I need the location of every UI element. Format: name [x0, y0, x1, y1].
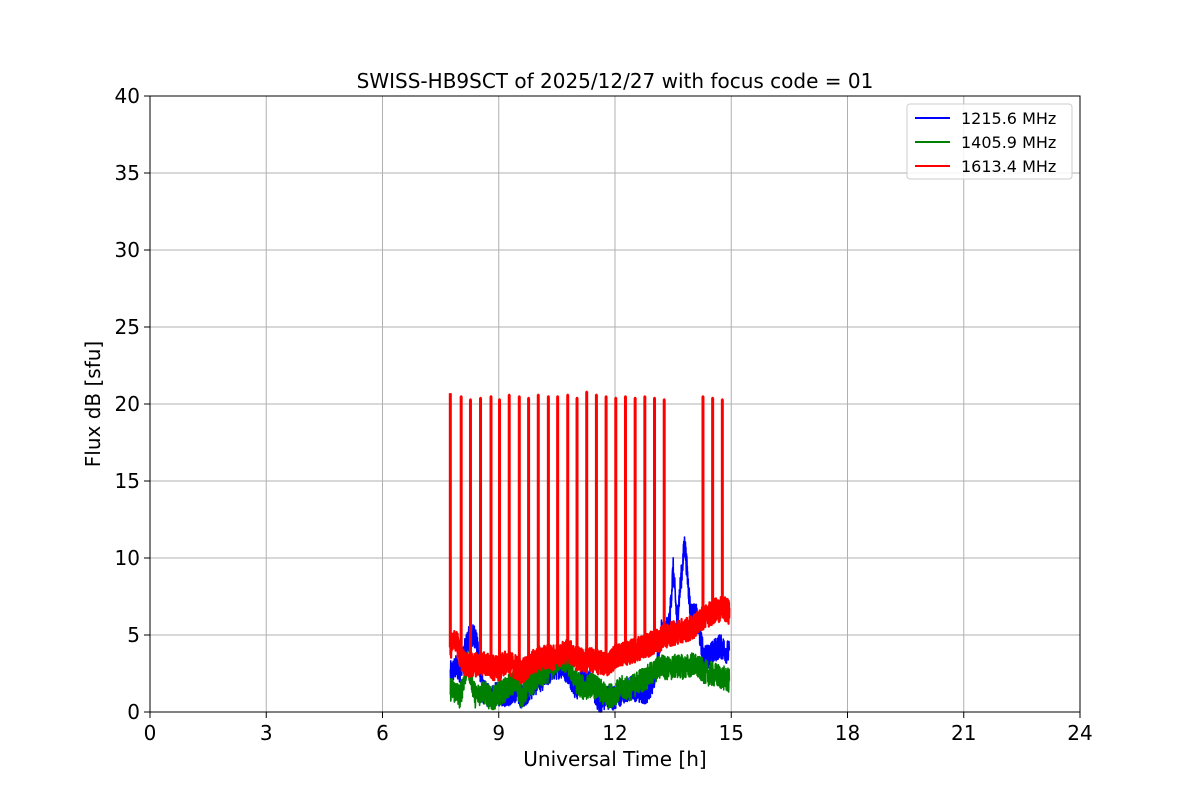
y-tick-label: 20 — [115, 392, 140, 416]
y-tick-label: 0 — [127, 700, 140, 724]
y-tick-label: 25 — [115, 315, 140, 339]
y-tick-label: 5 — [127, 623, 140, 647]
legend-label: 1215.6 MHz — [961, 109, 1056, 128]
y-axis-label: Flux dB [sfu] — [81, 341, 105, 467]
y-tick-label: 30 — [115, 238, 140, 262]
legend-box — [906, 103, 1073, 180]
x-tick-label: 3 — [260, 721, 273, 745]
x-tick-label: 15 — [719, 721, 744, 745]
x-tick-label: 12 — [602, 721, 627, 745]
x-tick-label: 0 — [144, 721, 157, 745]
legend: 1215.6 MHz 1405.9 MHz 1613.4 MHz — [906, 103, 1073, 180]
x-tick-label: 9 — [492, 721, 505, 745]
series-layer — [448, 390, 731, 713]
x-axis-label: Universal Time [h] — [523, 747, 706, 771]
x-tick-label: 18 — [835, 721, 860, 745]
y-tick-label: 15 — [115, 469, 140, 493]
y-tick-label: 40 — [115, 84, 140, 108]
x-tick-label: 6 — [376, 721, 389, 745]
y-tick-label: 35 — [115, 161, 140, 185]
y-tick-label: 10 — [115, 546, 140, 570]
x-tick-label: 24 — [1067, 721, 1092, 745]
legend-label: 1405.9 MHz — [961, 133, 1056, 152]
legend-label: 1613.4 MHz — [961, 157, 1056, 176]
x-tick-label: 21 — [951, 721, 976, 745]
axis-ticks: 0 3 6 9 12 15 18 21 24 0 5 10 15 20 25 30 35 40 — [115, 84, 1093, 745]
chart-title: SWISS-HB9SCT of 2025/12/27 with focus co… — [357, 69, 874, 93]
series-line-2 — [449, 390, 731, 685]
series-line-1 — [449, 647, 731, 711]
